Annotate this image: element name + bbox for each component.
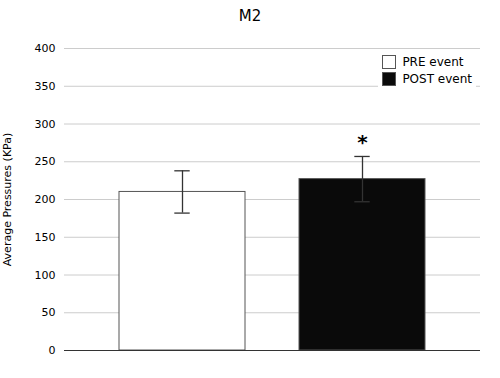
html-text:PRE event: PRE event (402, 55, 464, 69)
svg-text:100: 100 (35, 269, 56, 282)
html-text:POST event: POST event (402, 72, 472, 86)
svg-text:50: 50 (42, 306, 56, 319)
svg-text:*: * (357, 130, 368, 154)
svg-text:300: 300 (35, 118, 56, 131)
svg-text:Average Pressures (KPa): Average Pressures (KPa) (1, 133, 14, 267)
svg-text:350: 350 (35, 80, 56, 93)
svg-text:250: 250 (35, 155, 56, 168)
svg-text:400: 400 (35, 42, 56, 55)
svg-text:150: 150 (35, 231, 56, 244)
svg-text:0: 0 (49, 344, 56, 357)
html-text:M2: M2 (238, 7, 262, 25)
svg-text:200: 200 (35, 193, 56, 206)
